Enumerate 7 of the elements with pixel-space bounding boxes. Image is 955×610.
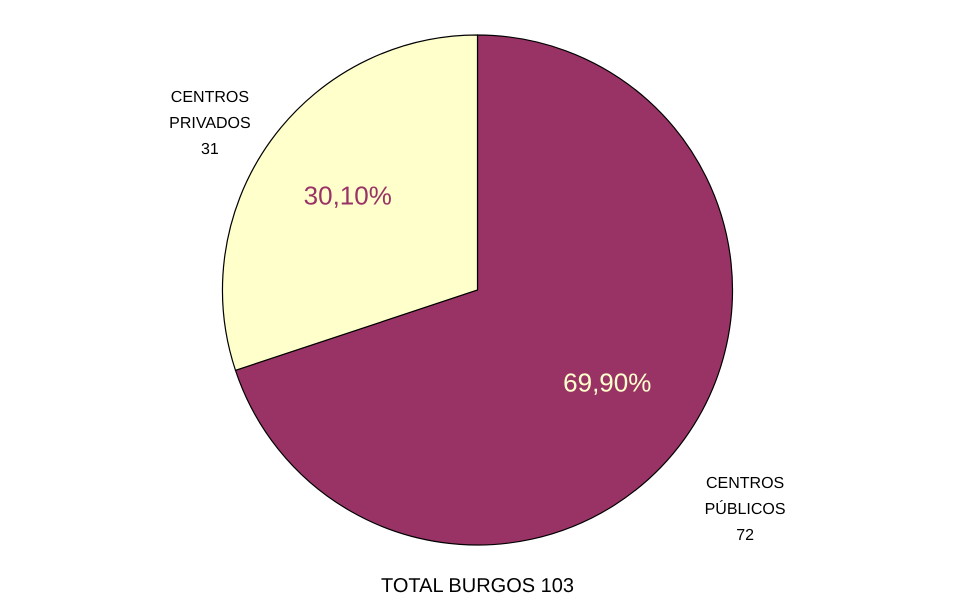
slice-label: CENTROS PÚBLICOS (704, 475, 786, 518)
text: TOTAL BURGOS 103 (380, 575, 574, 597)
text: 31 (201, 140, 219, 158)
data-label: 30,10% (304, 180, 392, 210)
slice-label: CENTROS PRIVADOS (169, 88, 251, 132)
text: 72 (736, 527, 754, 544)
data-label: 69,90% (563, 368, 652, 398)
